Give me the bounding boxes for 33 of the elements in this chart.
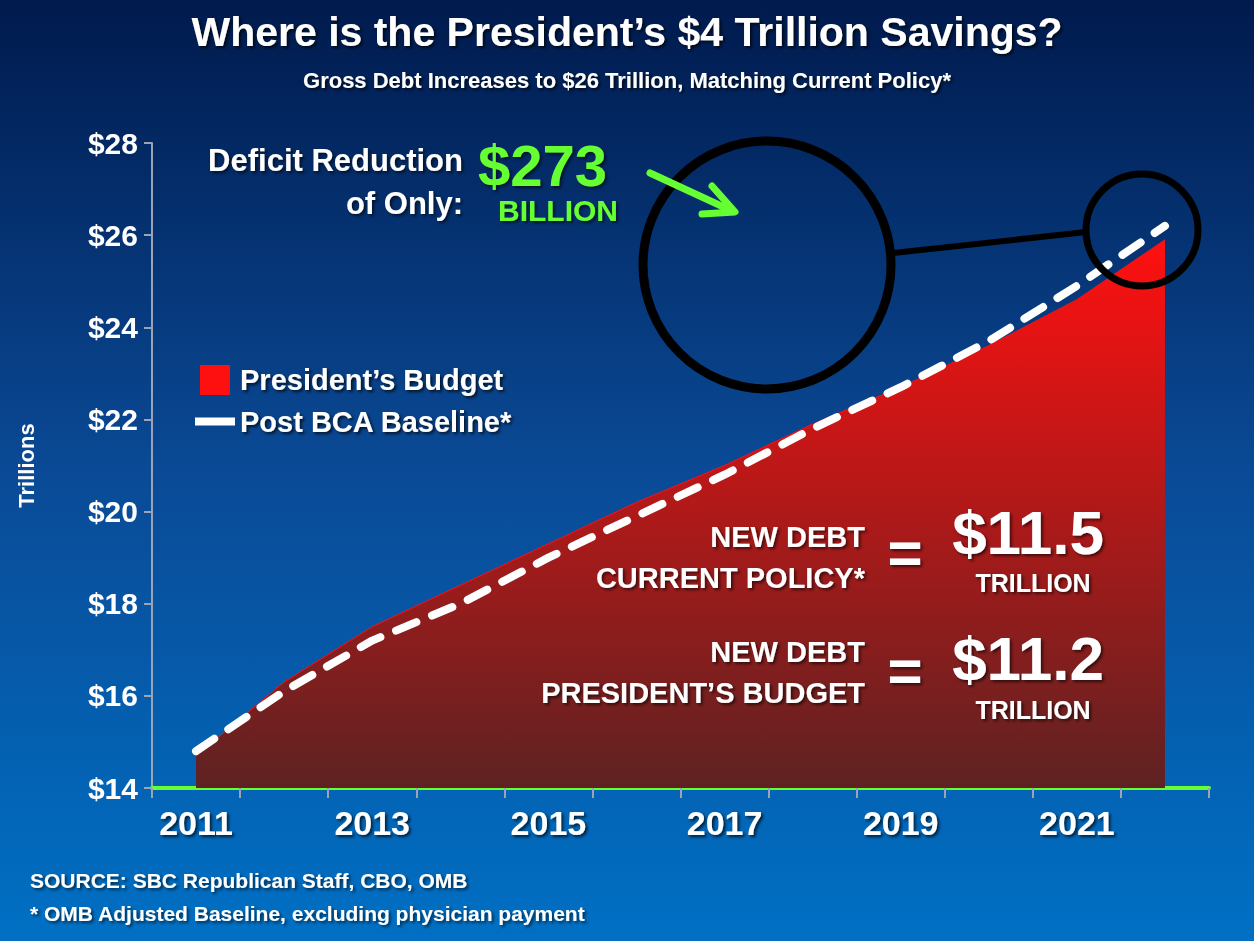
annotation: $11.5 (952, 497, 1104, 567)
y-tick-label: $16 (87, 679, 138, 713)
x-tick-label: 2019 (862, 804, 939, 842)
y-tick-label: $26 (87, 218, 138, 252)
chart-title: Where is the President’s $4 Trillion Savings? (191, 8, 1063, 55)
chart-subtitle: Gross Debt Increases to $26 Trillion, Matching Current Policy* (303, 67, 952, 93)
y-tick-label: $24 (87, 310, 139, 344)
x-tick-label: 2011 (159, 804, 233, 842)
legend-label: Post BCA Baseline* (240, 405, 512, 438)
y-tick-label: $28 (87, 126, 138, 160)
annotation: TRILLION (975, 569, 1091, 597)
annotation: Deficit Reduction (208, 142, 463, 178)
y-tick-label: $18 (87, 587, 138, 621)
x-tick-label: 2015 (510, 804, 587, 842)
annotation: = (887, 636, 923, 704)
annotation: NEW DEBT (710, 521, 866, 553)
y-tick-label: $14 (87, 771, 139, 805)
annotation: of Only: (345, 185, 463, 221)
annotation: PRESIDENT’S BUDGET (541, 677, 866, 709)
annotation: $11.2 (952, 623, 1104, 693)
x-tick-label: 2013 (334, 804, 411, 842)
y-tick-label: $22 (87, 402, 138, 436)
y-tick-label: $20 (87, 495, 138, 529)
y-axis-title: Trillions (13, 423, 39, 508)
annotation: TRILLION (975, 696, 1091, 724)
annotation: = (887, 518, 923, 586)
legend-label: President’s Budget (240, 364, 504, 396)
x-tick-label: 2021 (1039, 804, 1115, 842)
annotation: NEW DEBT (710, 636, 866, 668)
source-note: SOURCE: SBC Republican Staff, CBO, OMB (30, 868, 468, 892)
text: * OMB Adjusted Baseline, excluding physician payment (30, 901, 585, 925)
annotation: CURRENT POLICY* (595, 562, 866, 594)
x-tick-label: 2017 (686, 804, 763, 842)
